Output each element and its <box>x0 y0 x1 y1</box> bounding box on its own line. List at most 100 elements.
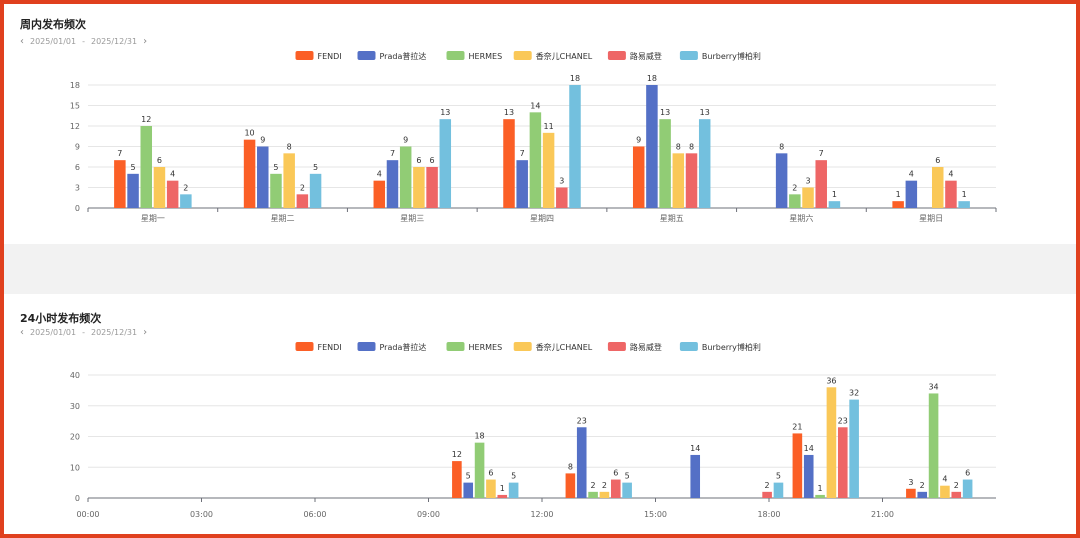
bar-prada <box>386 160 399 208</box>
legend-item-0[interactable]: FENDI <box>295 342 342 352</box>
bar-fendi <box>503 119 515 208</box>
bar-value-label: 18 <box>570 74 580 83</box>
weekly-chart-panel: 周内发布频次 ‹ 2025/01/01 - 2025/12/31 › FENDI… <box>4 4 1076 244</box>
bar-value-label: 4 <box>170 170 175 179</box>
x-tick-label: 12:00 <box>530 510 553 519</box>
date-end[interactable]: 2025/12/31 <box>91 328 138 337</box>
bar-value-label: 5 <box>313 163 318 172</box>
x-tick-label: 00:00 <box>76 510 99 519</box>
bar-chanel <box>486 479 496 498</box>
bar-burberry <box>958 201 970 208</box>
bar-value-label: 3 <box>908 478 913 487</box>
x-tick-label: 星期一 <box>141 214 165 223</box>
bar-burberry <box>698 119 711 208</box>
bar-value-label: 6 <box>965 469 970 478</box>
bar-value-label: 5 <box>625 472 630 481</box>
bar-value-label: 5 <box>466 472 471 481</box>
legend-swatch <box>679 51 698 60</box>
bar-chanel <box>599 491 610 498</box>
legend-item-1[interactable]: Prada普拉达 <box>357 51 427 61</box>
bar-burberry <box>180 194 192 208</box>
bar-value-label: 13 <box>660 108 670 117</box>
bar-value-label: 18 <box>474 432 484 441</box>
bar-value-label: 21 <box>792 422 802 431</box>
bar-value-label: 2 <box>602 481 607 490</box>
bar-prada <box>690 454 701 498</box>
y-tick-label: 40 <box>70 371 80 380</box>
legend-item-5[interactable]: Burberry博柏利 <box>679 342 761 352</box>
bar-prada <box>516 160 528 208</box>
bar-value-label: 14 <box>690 444 700 453</box>
bar-prada <box>127 173 139 208</box>
legend-item-4[interactable]: 路易威登 <box>607 342 662 352</box>
bar-value-label: 32 <box>849 389 859 398</box>
bar-chanel <box>931 167 944 208</box>
date-start[interactable]: 2025/01/01 <box>30 328 77 337</box>
bar-series <box>426 167 438 208</box>
bar-value-label: 6 <box>935 156 940 165</box>
bar-prada <box>257 146 269 208</box>
bar-chanel <box>283 153 295 208</box>
bar-value-label: 4 <box>377 170 382 179</box>
bar-value-label: 2 <box>765 481 770 490</box>
bar-hermes <box>928 393 939 498</box>
legend-item-3[interactable]: 香奈儿CHANEL <box>513 342 593 352</box>
bar-value-label: 8 <box>676 142 681 151</box>
bar-value-label: 7 <box>390 149 395 158</box>
bar-value-label: 5 <box>511 472 516 481</box>
legend-item-2[interactable]: HERMES <box>446 51 503 61</box>
weekly-bar-chart: FENDI Prada普拉达 HERMES 香奈儿CHANEL 路易威登 Burberry… <box>70 51 997 223</box>
bar-value-label: 1 <box>818 484 823 493</box>
bar-hermes <box>659 119 671 208</box>
x-tick-label: 星期二 <box>271 214 295 223</box>
bar-value-label: 13 <box>504 108 514 117</box>
legend-item-1[interactable]: Prada普拉达 <box>357 342 427 352</box>
hourly-date-range: ‹ 2025/01/01 - 2025/12/31 › <box>20 327 147 338</box>
bar-value-label: 9 <box>636 136 641 145</box>
legend-swatch <box>357 51 376 60</box>
bar-prada <box>463 482 474 498</box>
y-tick-label: 15 <box>70 102 80 111</box>
legend-item-2[interactable]: HERMES <box>446 342 503 352</box>
bar-series <box>610 479 621 498</box>
legend-item-3[interactable]: 香奈儿CHANEL <box>513 51 593 61</box>
legend-item-0[interactable]: FENDI <box>295 51 342 61</box>
bar-prada <box>775 153 788 208</box>
bar-value-label: 1 <box>832 190 837 199</box>
date-end[interactable]: 2025/12/31 <box>91 37 138 46</box>
legend-swatch <box>295 51 314 60</box>
bar-value-label: 7 <box>117 149 122 158</box>
legend-label: 香奈儿CHANEL <box>536 342 593 352</box>
legend-swatch <box>446 51 465 60</box>
legend-item-4[interactable]: 路易威登 <box>607 51 662 61</box>
x-tick-label: 18:00 <box>757 510 780 519</box>
bar-value-label: 12 <box>452 450 462 459</box>
bar-value-label: 8 <box>287 142 292 151</box>
bar-series <box>951 491 962 498</box>
bar-prada <box>905 180 918 208</box>
bar-series <box>815 160 827 208</box>
weekly-chart-title: 周内发布频次 <box>20 18 86 31</box>
bar-fendi <box>892 201 904 208</box>
bar-value-label: 8 <box>779 142 784 151</box>
date-prev-icon[interactable]: ‹ <box>20 36 24 47</box>
y-tick-label: 10 <box>70 463 80 472</box>
bar-value-label: 9 <box>260 136 265 145</box>
bar-burberry <box>828 201 841 208</box>
bar-value-label: 4 <box>948 170 953 179</box>
bar-hermes <box>529 112 542 208</box>
date-start[interactable]: 2025/01/01 <box>30 37 77 46</box>
bar-value-label: 8 <box>689 142 694 151</box>
bar-chanel <box>153 167 166 208</box>
legend-label: FENDI <box>318 343 342 352</box>
date-separator: - <box>82 328 85 337</box>
hourly-bar-chart: FENDI Prada普拉达 HERMES 香奈儿CHANEL 路易威登 Burberry… <box>70 342 996 519</box>
date-prev-icon[interactable]: ‹ <box>20 327 24 338</box>
date-next-icon[interactable]: › <box>143 36 148 47</box>
legend-item-5[interactable]: Burberry博柏利 <box>679 51 761 61</box>
legend-swatch <box>513 342 532 351</box>
bar-burberry <box>569 85 581 208</box>
bar-value-label: 2 <box>300 183 305 192</box>
bar-value-label: 6 <box>430 156 435 165</box>
date-next-icon[interactable]: › <box>143 327 148 338</box>
